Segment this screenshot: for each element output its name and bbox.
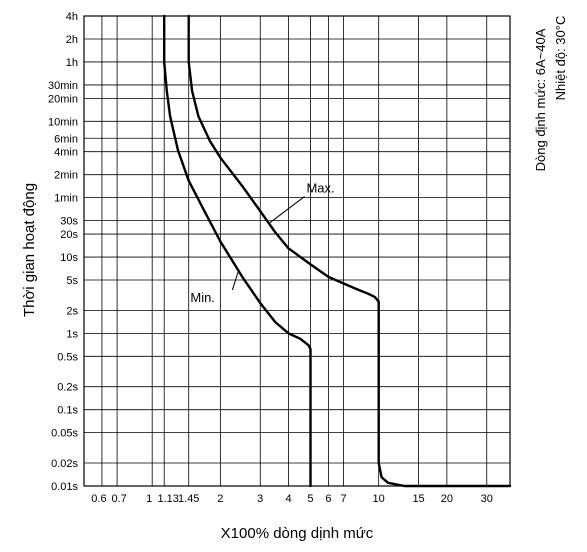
y-tick-label: 30s [60, 216, 78, 228]
plot-frame [83, 15, 511, 487]
x-tick-label: 2 [217, 493, 223, 505]
x-tick-label: 15 [412, 493, 424, 505]
y-tick-label: 1s [66, 328, 78, 340]
grid [84, 15, 510, 487]
curve-max [187, 14, 512, 488]
y-tick-label: 20min [48, 93, 78, 105]
y-tick-label: 0.1s [57, 405, 78, 417]
x-tick-label: 1.13 [157, 493, 178, 505]
y-tick-label: 0.02s [51, 458, 78, 470]
x-tick-label: 5 [307, 493, 313, 505]
y-tick-label: 1h [66, 57, 78, 69]
temperature-note: Nhiệt độ: 30°C [553, 16, 568, 101]
y-tick-label: 6min [54, 133, 78, 145]
y-axis-label: Thời gian hoạt động [21, 183, 38, 317]
x-tick-label: 6 [325, 493, 331, 505]
y-tick-label: 2h [66, 34, 78, 46]
annotations: Max. Min. [190, 181, 334, 306]
y-tick-label: 20s [60, 229, 78, 241]
x-tick-label: 0.7 [111, 493, 126, 505]
x-axis-label: X100% dòng dịnh mức [221, 525, 374, 542]
annotation-label-max: Max. [306, 181, 334, 196]
x-tick-label: 30 [481, 493, 493, 505]
y-tick-label: 5s [66, 275, 78, 287]
x-tick-label: 10 [373, 493, 385, 505]
y-tick-label: 10s [60, 252, 78, 264]
y-tick-label: 0.5s [57, 351, 78, 363]
y-tick-label: 2s [66, 305, 78, 317]
y-tick-label: 0.05s [51, 428, 78, 440]
y-tick-label: 4h [66, 11, 78, 23]
annotation-leader-max [269, 196, 305, 224]
curves [162, 14, 512, 488]
annotation-leader-min [231, 271, 239, 291]
y-tick-label: 1min [54, 193, 78, 205]
y-tick-label: 10min [48, 116, 78, 128]
y-tick-label: 2min [54, 170, 78, 182]
y-tick-label: 0.01s [51, 481, 78, 493]
x-tick-label: 1 [146, 493, 152, 505]
x-tick-labels: 0.6 0.7 1 1.13 1.45 2 3 4 5 6 7 10 15 20 30 [91, 493, 493, 505]
x-tick-label: 4 [285, 493, 291, 505]
y-tick-label: 30min [48, 80, 78, 92]
x-tick-label: 7 [341, 493, 347, 505]
rated-current-note: Dòng định mức: 6A~40A [533, 28, 548, 171]
y-tick-label: 0.2s [57, 382, 78, 394]
x-tick-label: 3 [257, 493, 263, 505]
annotation-label-min: Min. [190, 290, 215, 305]
x-tick-label: 1.45 [178, 493, 199, 505]
x-tick-label: 20 [441, 493, 453, 505]
x-tick-label: 0.6 [91, 493, 106, 505]
y-tick-label: 4min [54, 147, 78, 159]
curve-min [162, 14, 312, 488]
